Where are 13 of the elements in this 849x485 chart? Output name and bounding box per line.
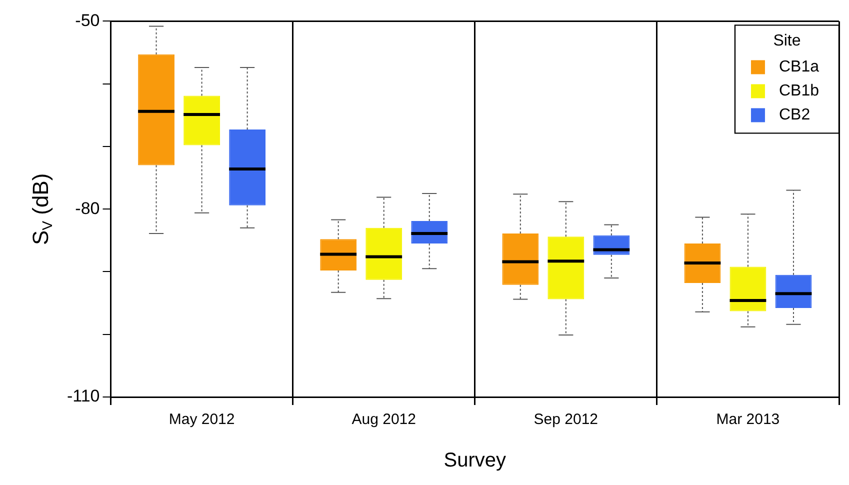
x-tick-label: Aug 2012 — [352, 411, 416, 428]
legend-title: Site — [773, 32, 801, 50]
y-axis-title: SV (dB) — [28, 173, 55, 245]
y-tick-label: -110 — [67, 386, 100, 406]
y-tick-label: -50 — [75, 10, 100, 30]
x-axis-title: Survey — [444, 450, 506, 472]
y-tick-label: -80 — [75, 198, 100, 218]
legend-label: CB1a — [778, 58, 820, 76]
x-tick-label: Sep 2012 — [534, 411, 598, 428]
x-tick-label: Mar 2013 — [716, 411, 780, 428]
legend-label: CB2 — [778, 106, 810, 124]
legend-label: CB1b — [778, 82, 820, 100]
x-tick-label: May 2012 — [168, 411, 235, 428]
